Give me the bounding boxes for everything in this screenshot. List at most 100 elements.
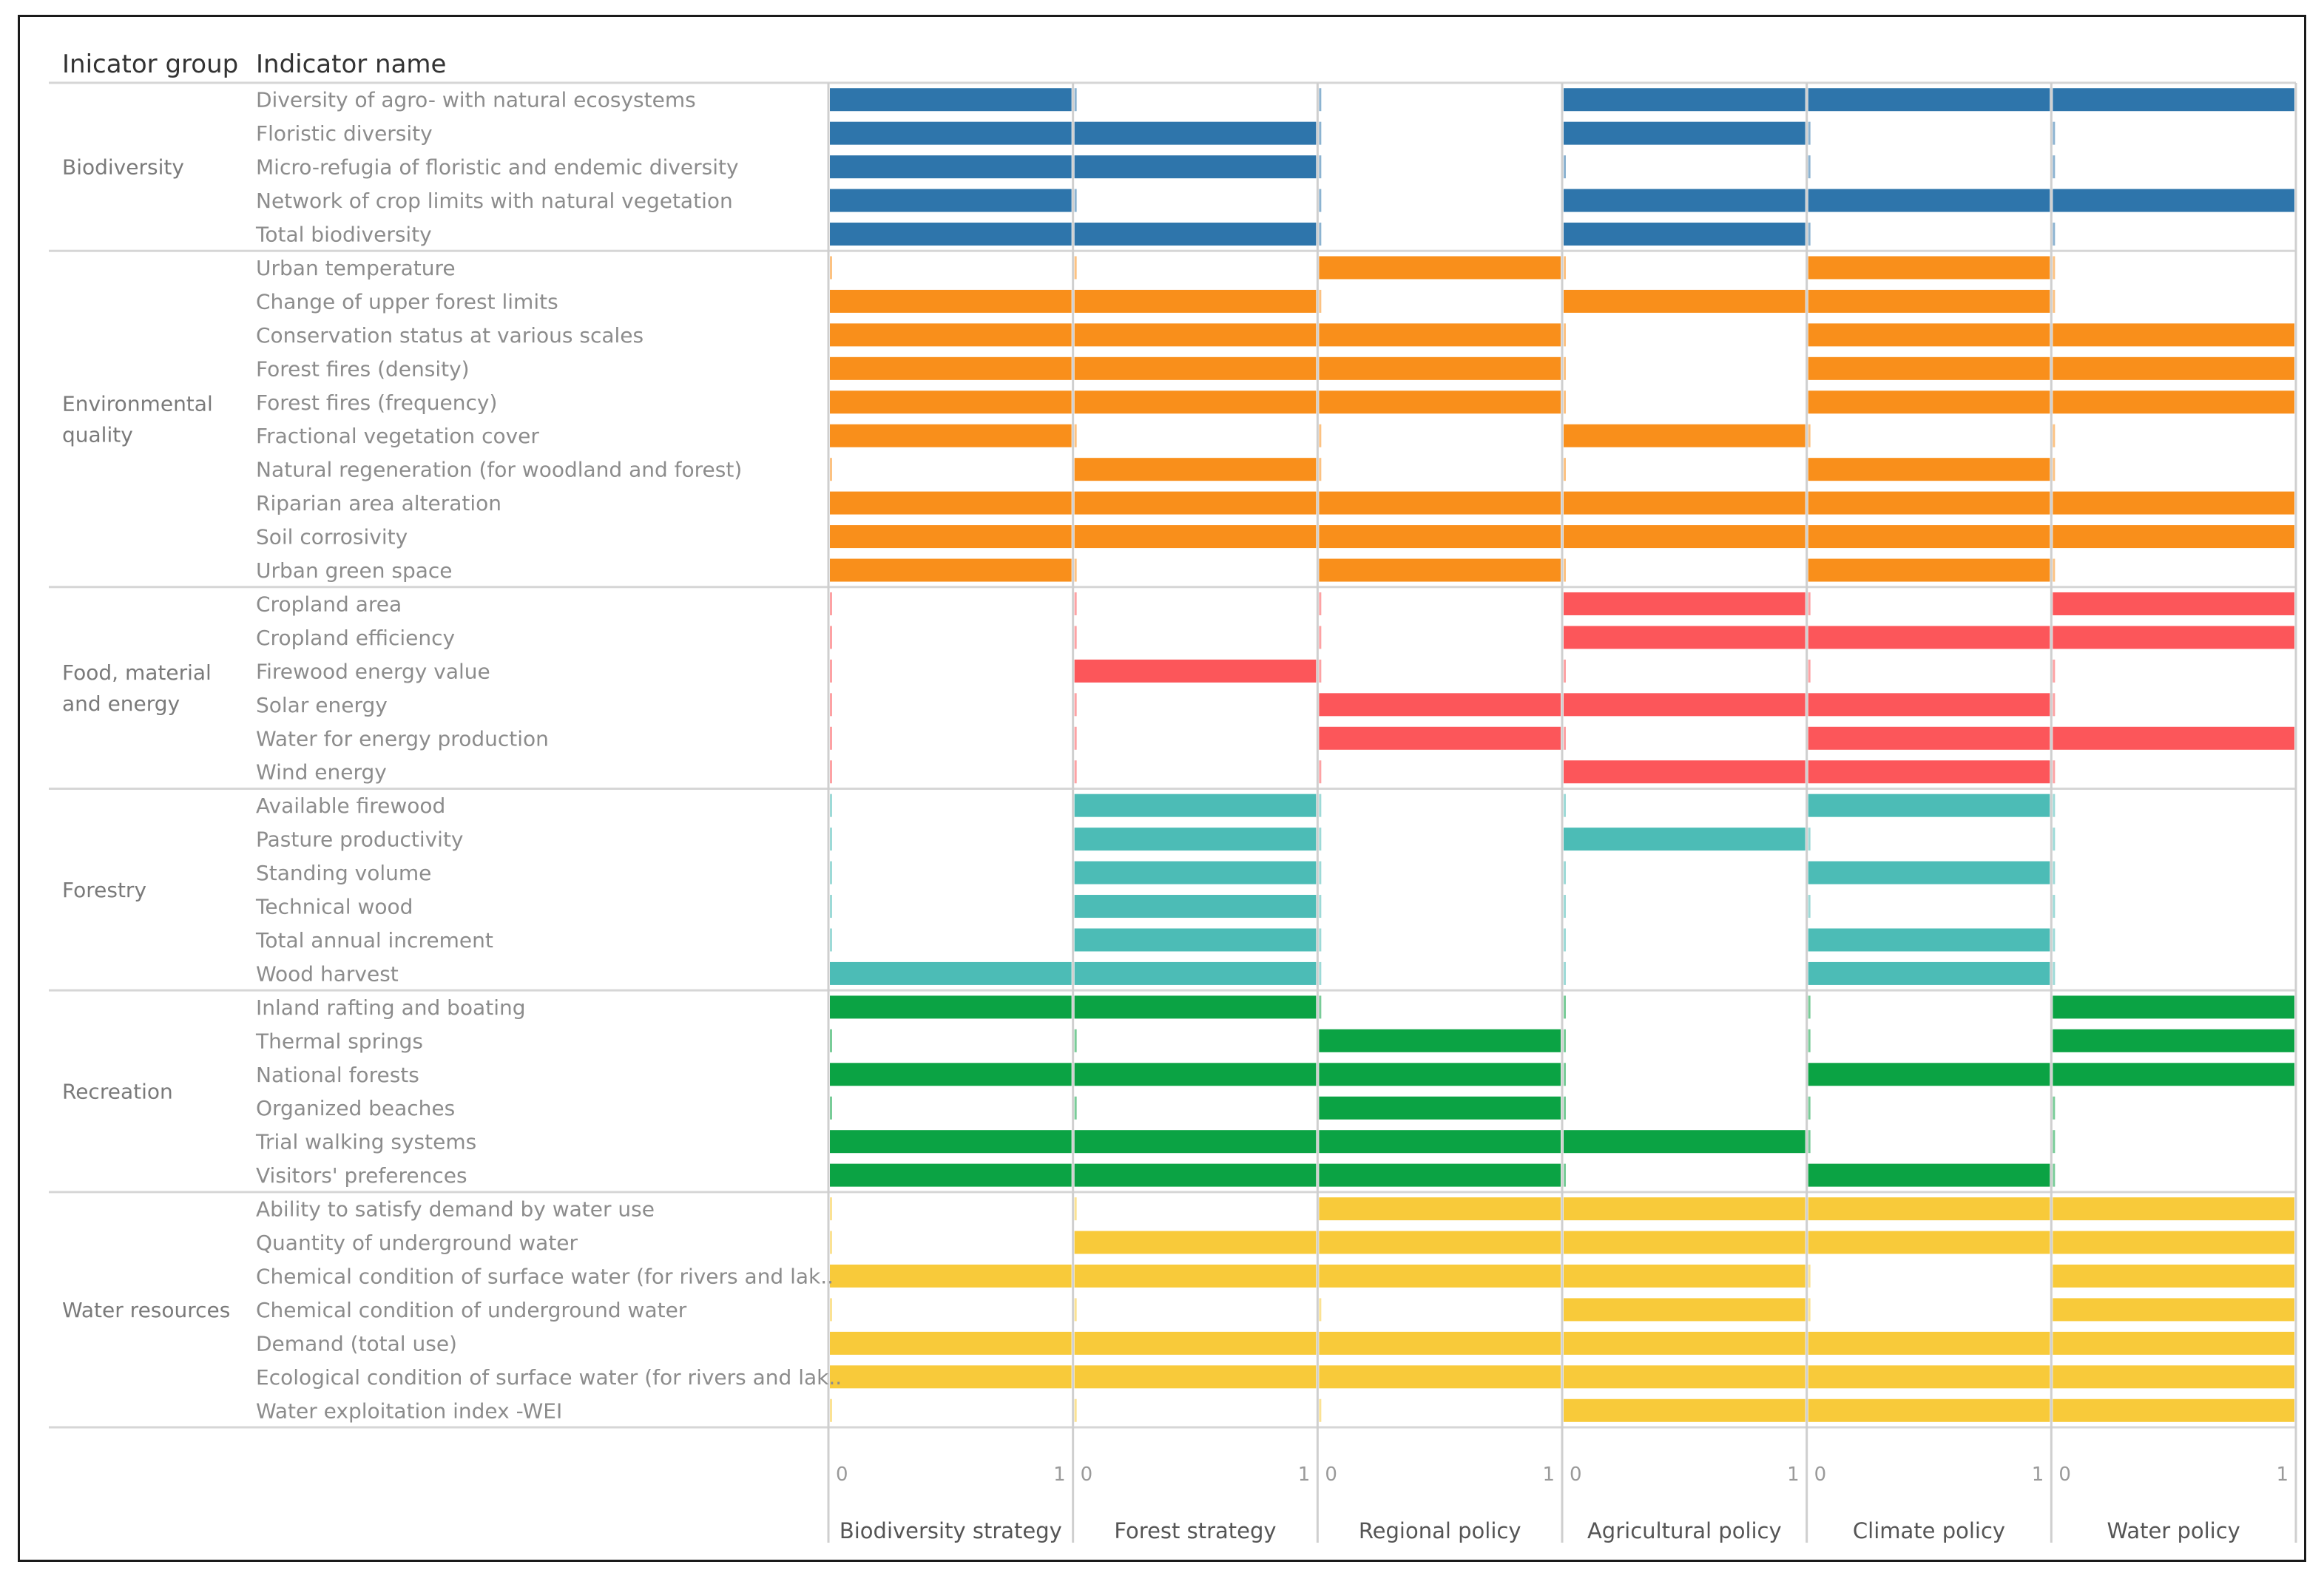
zero-marker-micro-refugia-of-floristic-and-endemic-diversity-agricultural-policy (1564, 155, 1566, 179)
group-label-water-resources: Water resources (62, 1298, 230, 1322)
bar-riparian-area-alteration-water-policy (2053, 491, 2294, 515)
zero-marker-standing-volume-biodiversity-strategy (830, 861, 832, 884)
indicator-label: Forest fires (frequency) (256, 390, 497, 415)
bar-soil-corrosivity-water-policy (2053, 525, 2294, 549)
bar-chemical-condition-of-surface-water-for-rivers-and-lak-regional-policy (1319, 1264, 1561, 1288)
grid-lines (49, 81, 2297, 1543)
bar-urban-green-space-climate-policy (1808, 558, 2050, 582)
zero-marker-diversity-of-agro-with-natural-ecosystems-regional-policy (1319, 88, 1322, 112)
bar-natural-regeneration-for-woodland-and-forest-forest-strategy (1074, 458, 1317, 481)
zero-marker-organized-beaches-forest-strategy (1074, 1096, 1077, 1120)
bar-available-firewood-forest-strategy (1074, 794, 1317, 817)
indicator-label: Wind energy (256, 760, 387, 785)
tick-label-min: 0 (1814, 1464, 1827, 1486)
bar-trial-walking-systems-agricultural-policy (1564, 1130, 1806, 1154)
zero-marker-chemical-condition-of-surface-water-for-rivers-and-lak-climate-policy (1808, 1264, 1811, 1288)
zero-marker-fractional-vegetation-cover-regional-policy (1319, 424, 1322, 447)
bar-pasture-productivity-forest-strategy (1074, 828, 1317, 851)
tick-label-max: 1 (2032, 1464, 2044, 1486)
indicator-label: Technical wood (255, 895, 413, 919)
indicator-label: Visitors' preferences (256, 1163, 467, 1188)
zero-marker-standing-volume-regional-policy (1319, 861, 1322, 884)
zero-marker-urban-temperature-water-policy (2053, 256, 2056, 280)
tick-label-min: 0 (1570, 1464, 1582, 1486)
zero-marker-total-annual-increment-water-policy (2053, 928, 2056, 952)
policy-label-regional-policy: Regional policy (1359, 1518, 1521, 1543)
bar-national-forests-climate-policy (1808, 1063, 2050, 1086)
zero-marker-pasture-productivity-biodiversity-strategy (830, 828, 832, 851)
bar-quantity-of-underground-water-regional-policy (1319, 1231, 1561, 1254)
indicator-label: Riparian area alteration (256, 491, 501, 515)
zero-marker-solar-energy-forest-strategy (1074, 693, 1077, 717)
zero-marker-urban-temperature-agricultural-policy (1564, 256, 1566, 280)
bar-inland-rafting-and-boating-water-policy (2053, 995, 2294, 1019)
policy-label-climate-policy: Climate policy (1853, 1518, 2005, 1543)
zero-marker-natural-regeneration-for-woodland-and-forest-water-policy (2053, 458, 2056, 481)
indicator-label: Trial walking systems (255, 1130, 476, 1154)
tick-label-min: 0 (836, 1464, 848, 1486)
bar-forest-fires-density-climate-policy (1808, 356, 2050, 380)
bar-riparian-area-alteration-biodiversity-strategy (830, 491, 1072, 515)
zero-marker-fractional-vegetation-cover-forest-strategy (1074, 424, 1077, 447)
zero-marker-available-firewood-biodiversity-strategy (830, 794, 832, 817)
zero-marker-floristic-diversity-regional-policy (1319, 121, 1322, 145)
bar-forest-fires-frequency-forest-strategy (1074, 390, 1317, 414)
indicator-label: Total biodiversity (255, 223, 432, 247)
zero-marker-national-forests-agricultural-policy (1564, 1063, 1566, 1086)
indicator-label: Chemical condition of surface water (for… (256, 1264, 834, 1288)
tick-label-max: 1 (1053, 1464, 1066, 1486)
bar-forest-fires-frequency-regional-policy (1319, 390, 1561, 414)
bar-soil-corrosivity-regional-policy (1319, 525, 1561, 549)
bar-standing-volume-forest-strategy (1074, 861, 1317, 884)
zero-marker-wind-energy-regional-policy (1319, 760, 1322, 784)
zero-marker-water-for-energy-production-biodiversity-strategy (830, 726, 832, 750)
bar-water-exploitation-index-wei-agricultural-policy (1564, 1398, 1806, 1422)
bar-thermal-springs-regional-policy (1319, 1029, 1561, 1052)
indicator-label: Organized beaches (256, 1096, 455, 1120)
zero-marker-cropland-area-climate-policy (1808, 592, 1811, 615)
indicator-label: Ability to satisfy demand by water use (256, 1197, 655, 1222)
bar-chemical-condition-of-underground-water-water-policy (2053, 1298, 2294, 1322)
bar-riparian-area-alteration-agricultural-policy (1564, 491, 1806, 515)
bar-quantity-of-underground-water-agricultural-policy (1564, 1231, 1806, 1254)
indicator-label: Thermal springs (255, 1029, 423, 1053)
zero-marker-total-biodiversity-water-policy (2053, 223, 2056, 246)
bar-soil-corrosivity-agricultural-policy (1564, 525, 1806, 549)
zero-marker-quantity-of-underground-water-biodiversity-strategy (830, 1231, 832, 1254)
bar-floristic-diversity-forest-strategy (1074, 121, 1317, 145)
bar-wood-harvest-biodiversity-strategy (830, 961, 1072, 985)
bar-conservation-status-at-various-scales-climate-policy (1808, 323, 2050, 347)
zero-marker-cropland-efficiency-regional-policy (1319, 626, 1322, 649)
bar-fractional-vegetation-cover-agricultural-policy (1564, 424, 1806, 447)
bar-cropland-efficiency-climate-policy (1808, 626, 2050, 649)
bar-forest-fires-density-regional-policy (1319, 356, 1561, 380)
zero-marker-cropland-efficiency-forest-strategy (1074, 626, 1077, 649)
bar-floristic-diversity-agricultural-policy (1564, 121, 1806, 145)
bar-riparian-area-alteration-forest-strategy (1074, 491, 1317, 515)
indicator-label: Soil corrosivity (256, 525, 408, 549)
bar-riparian-area-alteration-regional-policy (1319, 491, 1561, 515)
bar-technical-wood-forest-strategy (1074, 895, 1317, 919)
bar-diversity-of-agro-with-natural-ecosystems-water-policy (2053, 88, 2294, 112)
bar-visitors-preferences-regional-policy (1319, 1163, 1561, 1187)
zero-marker-standing-volume-agricultural-policy (1564, 861, 1566, 884)
bar-conservation-status-at-various-scales-biodiversity-strategy (830, 323, 1072, 347)
zero-marker-fractional-vegetation-cover-climate-policy (1808, 424, 1811, 447)
bar-conservation-status-at-various-scales-regional-policy (1319, 323, 1561, 347)
zero-marker-wind-energy-biodiversity-strategy (830, 760, 832, 784)
zero-marker-urban-temperature-biodiversity-strategy (830, 256, 832, 280)
indicator-label: Diversity of agro- with natural ecosyste… (256, 88, 696, 112)
bar-standing-volume-climate-policy (1808, 861, 2050, 884)
zero-marker-organized-beaches-biodiversity-strategy (830, 1096, 832, 1120)
bar-soil-corrosivity-forest-strategy (1074, 525, 1317, 549)
indicator-label: Chemical condition of underground water (256, 1298, 687, 1322)
zero-marker-cropland-efficiency-biodiversity-strategy (830, 626, 832, 649)
bar-riparian-area-alteration-climate-policy (1808, 491, 2050, 515)
indicator-label: Fractional vegetation cover (256, 424, 539, 448)
zero-marker-organized-beaches-water-policy (2053, 1096, 2056, 1120)
policy-label-agricultural-policy: Agricultural policy (1587, 1518, 1782, 1543)
indicator-label: Standing volume (256, 861, 431, 885)
zero-marker-visitors-preferences-water-policy (2053, 1163, 2056, 1187)
bar-ecological-condition-of-surface-water-for-rivers-and-lak-climate-policy (1808, 1365, 2050, 1389)
